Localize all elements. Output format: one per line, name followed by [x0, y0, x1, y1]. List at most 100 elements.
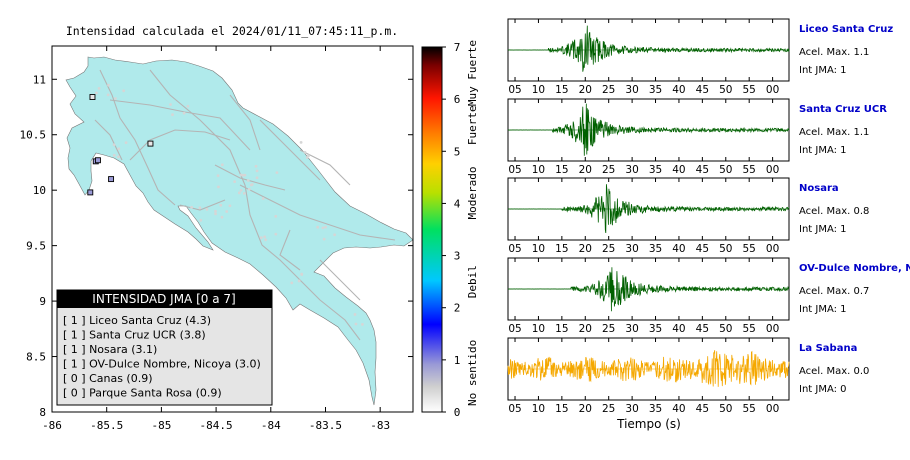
map-x-tick-label: -83 — [370, 419, 390, 432]
town-dot — [263, 235, 267, 239]
town-dot — [220, 163, 224, 167]
town-dot — [354, 322, 358, 326]
seismogram-panel: 05 10 15 20 25 30 35 40 45 50 55 00 Nosara Acel. Max.… — [507, 177, 869, 255]
map-y-tick-label: 9.5 — [26, 240, 46, 253]
town-dot — [205, 207, 209, 211]
time-axis-label: Tiempo (s) — [616, 417, 681, 431]
time-tick-label: 55 — [743, 323, 756, 335]
map-y-tick-label: 11 — [33, 73, 46, 86]
time-tick-label: 35 — [649, 164, 662, 176]
map-x-tick-label: -85.5 — [90, 419, 123, 432]
trace-waveform — [508, 267, 790, 312]
time-tick-label: 25 — [602, 84, 615, 96]
time-tick-label: 50 — [719, 84, 732, 96]
town-dot — [95, 91, 98, 95]
road-network — [94, 69, 396, 341]
town-dot — [353, 313, 357, 316]
town-dot — [297, 279, 301, 283]
town-dot — [217, 185, 220, 189]
station-marker — [108, 176, 115, 183]
town-markers — [95, 83, 364, 326]
colorbar-ticks: 0 1 2 3 4 5 6 7 — [442, 41, 461, 419]
station-int-jma: Int JMA: 0 — [799, 384, 847, 395]
time-tick-label: 35 — [649, 323, 662, 335]
road — [99, 69, 176, 206]
time-tick-label: 10 — [532, 323, 545, 335]
town-dot — [199, 218, 203, 222]
map-title: Intensidad calculada el 2024/01/11_07:45… — [66, 24, 398, 38]
colorbar-class-label: No sentido — [466, 340, 479, 406]
colorbar-tick-label: 7 — [454, 41, 461, 54]
town-dot — [186, 104, 190, 108]
road — [94, 119, 123, 161]
time-tick-label: 45 — [696, 164, 709, 176]
time-tick-label: 55 — [743, 243, 756, 255]
town-dot — [112, 153, 116, 157]
road — [149, 69, 246, 186]
time-tick-label: 55 — [743, 164, 756, 176]
station-acel-max: Acel. Max. 1.1 — [799, 47, 869, 58]
town-dot — [97, 86, 101, 90]
time-tick-label: 30 — [625, 243, 638, 255]
station-marker — [147, 140, 154, 147]
town-dot — [106, 93, 110, 97]
town-dot — [124, 141, 128, 145]
road — [299, 149, 351, 186]
town-dot — [243, 173, 247, 177]
map-frame — [51, 45, 414, 413]
station-acel-max: Acel. Max. 0.0 — [799, 366, 869, 377]
time-tick-label: 15 — [555, 403, 568, 415]
station-acel-max: Acel. Max. 0.7 — [799, 286, 869, 297]
map-x-axis: -86 -85.5 -85 -84.5 -84 -83.5 -83 — [42, 46, 390, 432]
time-tick-label: 05 — [508, 323, 521, 335]
town-dot — [361, 323, 364, 326]
station-name: Santa Cruz UCR — [799, 104, 887, 115]
legend-items: [ 1 ] Liceo Santa Cruz (4.3) [ 1 ] Santa … — [63, 314, 261, 400]
time-tick-label: 20 — [579, 403, 592, 415]
map-x-tick-label: -84.5 — [200, 419, 233, 432]
time-tick-label: 50 — [719, 323, 732, 335]
time-tick-label: 30 — [625, 84, 638, 96]
time-tick-label: 05 — [508, 84, 521, 96]
seismograms: 05 10 15 20 25 30 35 40 45 50 55 00 Liceo Santa Cruz… — [507, 18, 910, 415]
colorbar-class-label: Debil — [466, 265, 479, 298]
map-y-tick-label: 8 — [39, 406, 46, 419]
town-dot — [333, 233, 337, 237]
time-tick-label: 00 — [766, 243, 779, 255]
colorbar-tick-label: 4 — [454, 197, 461, 210]
colorbar-tick-label: 2 — [454, 302, 461, 315]
trace-waveform — [507, 184, 790, 234]
station-name: Liceo Santa Cruz — [799, 24, 893, 35]
town-dot — [220, 215, 224, 219]
town-dot — [247, 187, 251, 191]
station-int-jma: Int JMA: 1 — [799, 65, 847, 76]
town-dot — [324, 225, 327, 229]
town-dot — [114, 97, 117, 100]
town-dot — [239, 188, 243, 192]
time-tick-label: 15 — [555, 323, 568, 335]
time-tick-label: 15 — [555, 243, 568, 255]
time-tick-label: 10 — [532, 164, 545, 176]
station-name: Nosara — [799, 183, 839, 194]
road — [109, 99, 251, 151]
station-marker — [87, 189, 94, 196]
station-markers — [87, 94, 154, 196]
town-dot — [198, 206, 202, 210]
time-tick-label: 40 — [672, 403, 685, 415]
legend-item: [ 0 ] Parque Santa Rosa (0.9) — [63, 387, 222, 400]
legend-title: INTENSIDAD JMA [0 a 7] — [92, 292, 235, 306]
time-tick-label: 55 — [743, 403, 756, 415]
colorbar-tick-label: 6 — [454, 93, 461, 106]
time-tick-label: 30 — [625, 164, 638, 176]
time-tick-label: 10 — [532, 403, 545, 415]
time-tick-label: 30 — [625, 323, 638, 335]
time-tick-label: 35 — [649, 243, 662, 255]
legend-box — [56, 289, 273, 406]
road — [279, 229, 301, 271]
time-tick-label: 35 — [649, 84, 662, 96]
town-dot — [169, 103, 172, 106]
town-dot — [214, 212, 217, 216]
town-dot — [228, 204, 232, 208]
